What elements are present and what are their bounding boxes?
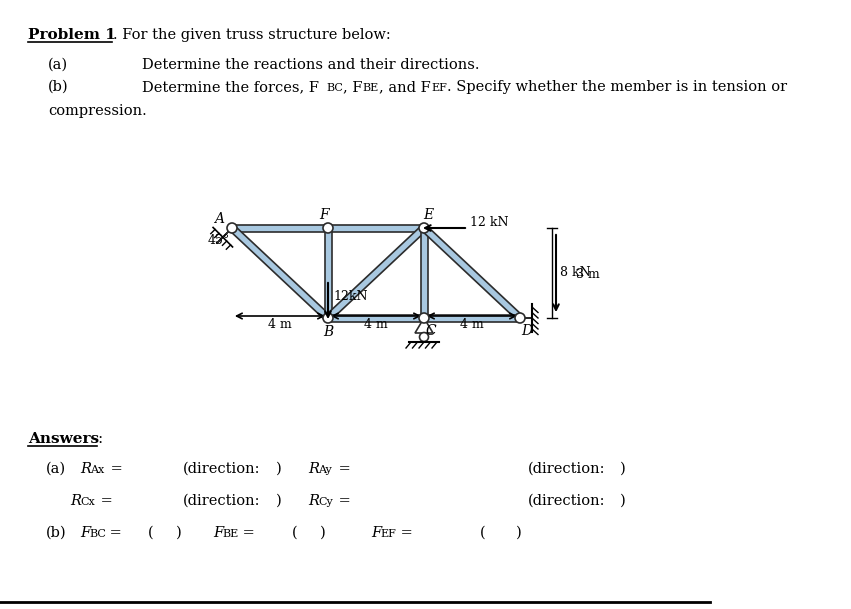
Text: F: F	[371, 526, 381, 540]
Text: =: =	[334, 462, 351, 476]
Text: (a): (a)	[46, 462, 66, 476]
Text: ): )	[176, 526, 182, 540]
Polygon shape	[328, 314, 424, 322]
Text: Cy: Cy	[318, 497, 333, 507]
Text: Determine the forces, F: Determine the forces, F	[142, 80, 319, 94]
Text: Cx: Cx	[80, 497, 94, 507]
Circle shape	[419, 223, 429, 233]
Text: EF: EF	[380, 529, 396, 539]
Text: 45°: 45°	[208, 234, 231, 247]
Text: (: (	[480, 526, 486, 540]
Text: =: =	[96, 494, 112, 508]
Text: BC: BC	[89, 529, 106, 539]
Text: B: B	[323, 325, 333, 339]
Text: ): )	[620, 462, 625, 476]
Circle shape	[323, 313, 333, 323]
Text: Determine the reactions and their directions.: Determine the reactions and their direct…	[142, 58, 479, 72]
Text: (b): (b)	[46, 526, 66, 540]
Polygon shape	[420, 228, 427, 318]
Text: =: =	[106, 462, 123, 476]
Text: =: =	[396, 526, 413, 540]
Text: R: R	[80, 462, 91, 476]
Polygon shape	[324, 228, 332, 318]
Text: A: A	[214, 212, 224, 226]
Text: BE: BE	[362, 83, 378, 93]
Text: =: =	[334, 494, 351, 508]
Text: C: C	[426, 324, 437, 338]
Polygon shape	[328, 225, 424, 231]
Text: Ax: Ax	[90, 465, 105, 475]
Text: , F: , F	[343, 80, 363, 94]
Circle shape	[323, 223, 333, 233]
Text: 8 kN: 8 kN	[560, 267, 591, 280]
Polygon shape	[230, 225, 330, 320]
Text: =: =	[105, 526, 122, 540]
Polygon shape	[421, 225, 523, 320]
Text: 12kN: 12kN	[333, 289, 368, 303]
Text: F: F	[213, 526, 223, 540]
Text: . For the given truss structure below:: . For the given truss structure below:	[113, 28, 391, 42]
Text: F: F	[80, 526, 90, 540]
Text: ): )	[276, 494, 282, 508]
Text: EF: EF	[431, 83, 447, 93]
Text: (direction:: (direction:	[183, 494, 260, 508]
Text: (direction:: (direction:	[183, 462, 260, 476]
Text: (b): (b)	[48, 80, 69, 94]
Polygon shape	[424, 314, 520, 322]
Text: 3 m: 3 m	[576, 269, 600, 281]
Text: ): )	[320, 526, 326, 540]
Text: =: =	[238, 526, 254, 540]
Text: ): )	[620, 494, 625, 508]
Polygon shape	[232, 225, 328, 231]
Text: R: R	[308, 462, 319, 476]
Text: F: F	[319, 208, 328, 222]
Circle shape	[227, 223, 237, 233]
Circle shape	[420, 333, 429, 342]
Text: 4 m: 4 m	[460, 318, 484, 331]
Text: Answers: Answers	[28, 432, 99, 446]
Text: ): )	[276, 462, 282, 476]
Text: Problem 1: Problem 1	[28, 28, 116, 42]
Text: R: R	[70, 494, 81, 508]
Text: R: R	[308, 494, 319, 508]
Circle shape	[515, 313, 525, 323]
Circle shape	[419, 313, 429, 323]
Text: D: D	[522, 324, 533, 338]
Text: . Specify whether the member is in tension or: . Specify whether the member is in tensi…	[447, 80, 787, 94]
Text: , and F: , and F	[379, 80, 431, 94]
Text: (a): (a)	[48, 58, 68, 72]
Text: Ay: Ay	[318, 465, 332, 475]
Text: :: :	[97, 432, 102, 446]
Text: compression.: compression.	[48, 104, 146, 118]
Text: BC: BC	[326, 83, 343, 93]
Polygon shape	[415, 318, 433, 333]
Text: 4 m: 4 m	[268, 318, 292, 331]
Text: 4 m: 4 m	[364, 318, 388, 331]
Text: (: (	[292, 526, 298, 540]
Text: 12 kN: 12 kN	[470, 216, 509, 228]
Text: ): )	[516, 526, 522, 540]
Polygon shape	[326, 225, 426, 320]
Text: (: (	[148, 526, 154, 540]
Text: E: E	[423, 208, 433, 222]
Text: BE: BE	[222, 529, 238, 539]
Text: (direction:: (direction:	[528, 494, 606, 508]
Text: (direction:: (direction:	[528, 462, 606, 476]
